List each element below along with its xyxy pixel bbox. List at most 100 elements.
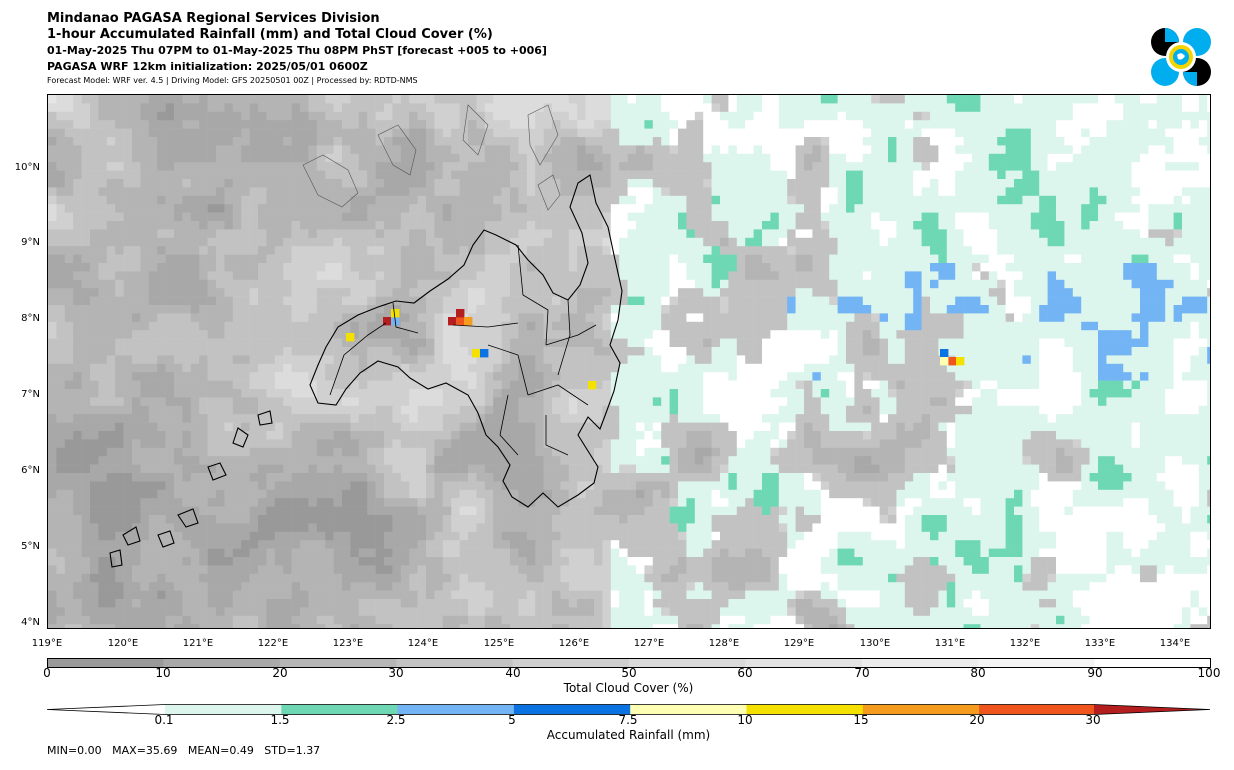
grid-cell bbox=[501, 111, 511, 121]
grid-cell bbox=[484, 263, 494, 272]
grid-cell bbox=[753, 363, 763, 373]
grid-cell bbox=[837, 128, 847, 138]
grid-cell bbox=[896, 330, 906, 339]
grid-cell bbox=[468, 271, 477, 281]
grid-cell bbox=[123, 179, 133, 188]
grid-cell bbox=[510, 137, 519, 146]
grid-cell bbox=[190, 305, 200, 314]
grid-cell bbox=[190, 229, 200, 239]
grid-cell bbox=[921, 271, 931, 281]
grid-cell bbox=[1165, 263, 1174, 272]
grid-cell bbox=[812, 195, 822, 205]
grid-cell bbox=[972, 380, 981, 390]
grid-cell bbox=[946, 288, 956, 297]
grid-cell bbox=[955, 321, 964, 331]
grid-cell bbox=[232, 95, 242, 104]
grid-cell bbox=[274, 128, 284, 138]
grid-cell bbox=[871, 187, 880, 197]
grid-cell bbox=[400, 380, 410, 390]
grid-cell bbox=[501, 296, 511, 306]
grid-cell bbox=[1131, 137, 1141, 146]
grid-cell bbox=[468, 355, 477, 365]
grid-cell bbox=[1207, 103, 1210, 113]
grid-cell bbox=[778, 237, 788, 247]
grid-cell bbox=[1165, 162, 1174, 171]
grid-cell bbox=[81, 305, 91, 314]
grid-cell bbox=[778, 179, 788, 188]
grid-cell bbox=[938, 212, 948, 222]
grid-cell bbox=[837, 179, 847, 188]
grid-cell bbox=[157, 128, 166, 138]
grid-cell bbox=[736, 162, 746, 171]
grid-cell bbox=[720, 271, 729, 281]
grid-cell bbox=[1173, 296, 1183, 306]
grid-cell bbox=[930, 145, 939, 155]
grid-cell bbox=[325, 355, 334, 365]
grid-cell bbox=[140, 389, 150, 398]
grid-cell bbox=[518, 95, 528, 104]
grid-cell bbox=[762, 212, 771, 222]
grid-cell bbox=[358, 279, 368, 289]
grid-cell bbox=[1182, 372, 1191, 381]
grid-cell bbox=[48, 111, 57, 121]
grid-cell bbox=[510, 389, 519, 398]
grid-cell bbox=[619, 111, 628, 121]
grid-cell bbox=[1182, 179, 1191, 188]
grid-cell bbox=[325, 330, 334, 339]
grid-cell bbox=[913, 305, 922, 314]
grid-cell bbox=[619, 204, 628, 213]
grid-cell bbox=[946, 254, 956, 264]
grid-cell bbox=[207, 187, 217, 197]
grid-cell bbox=[190, 347, 200, 356]
grid-cell bbox=[610, 321, 620, 331]
grid-cell bbox=[73, 321, 82, 331]
grid-cell bbox=[157, 145, 166, 155]
grid-cell bbox=[426, 162, 435, 171]
grid-cell bbox=[871, 103, 880, 113]
grid-cell bbox=[1047, 246, 1057, 255]
grid-cell bbox=[1098, 162, 1107, 171]
grid-cell bbox=[930, 372, 939, 381]
grid-cell bbox=[669, 145, 679, 155]
grid-cell bbox=[778, 288, 788, 297]
grid-cell bbox=[249, 120, 259, 129]
grid-cell bbox=[1022, 363, 1032, 373]
grid-cell bbox=[123, 321, 133, 331]
grid-cell bbox=[140, 229, 150, 239]
grid-cell bbox=[459, 153, 469, 163]
grid-cell bbox=[972, 237, 981, 247]
grid-cell bbox=[972, 195, 981, 205]
grid-cell bbox=[686, 305, 696, 314]
grid-cell bbox=[812, 137, 822, 146]
grid-cell bbox=[1131, 170, 1141, 180]
grid-cell bbox=[157, 204, 166, 213]
grid-cell bbox=[703, 128, 712, 138]
grid-cell bbox=[199, 363, 208, 373]
grid-cell bbox=[636, 237, 645, 247]
grid-cell bbox=[661, 153, 670, 163]
grid-cell bbox=[854, 347, 864, 356]
grid-cell bbox=[988, 229, 998, 239]
grid-cell bbox=[930, 162, 939, 171]
grid-cell bbox=[762, 229, 771, 239]
grid-cell bbox=[896, 355, 906, 365]
grid-cell bbox=[1198, 363, 1208, 373]
grid-cell bbox=[795, 212, 805, 222]
grid-cell bbox=[501, 179, 511, 188]
grid-cell bbox=[216, 137, 225, 146]
grid-cell bbox=[610, 237, 620, 247]
grid-cell bbox=[232, 111, 242, 121]
grid-cell bbox=[1072, 389, 1082, 398]
grid-cell bbox=[1156, 170, 1166, 180]
grid-cell bbox=[661, 363, 670, 373]
grid-cell bbox=[904, 263, 914, 272]
grid-cell bbox=[1123, 170, 1132, 180]
grid-cell bbox=[610, 363, 620, 373]
grid-cell bbox=[1207, 237, 1210, 247]
grid-cell bbox=[795, 111, 805, 121]
grid-cell bbox=[1047, 95, 1057, 104]
grid-cell bbox=[434, 128, 444, 138]
grid-cell bbox=[846, 179, 855, 188]
grid-cell bbox=[1005, 204, 1015, 213]
grid-cell bbox=[98, 153, 108, 163]
